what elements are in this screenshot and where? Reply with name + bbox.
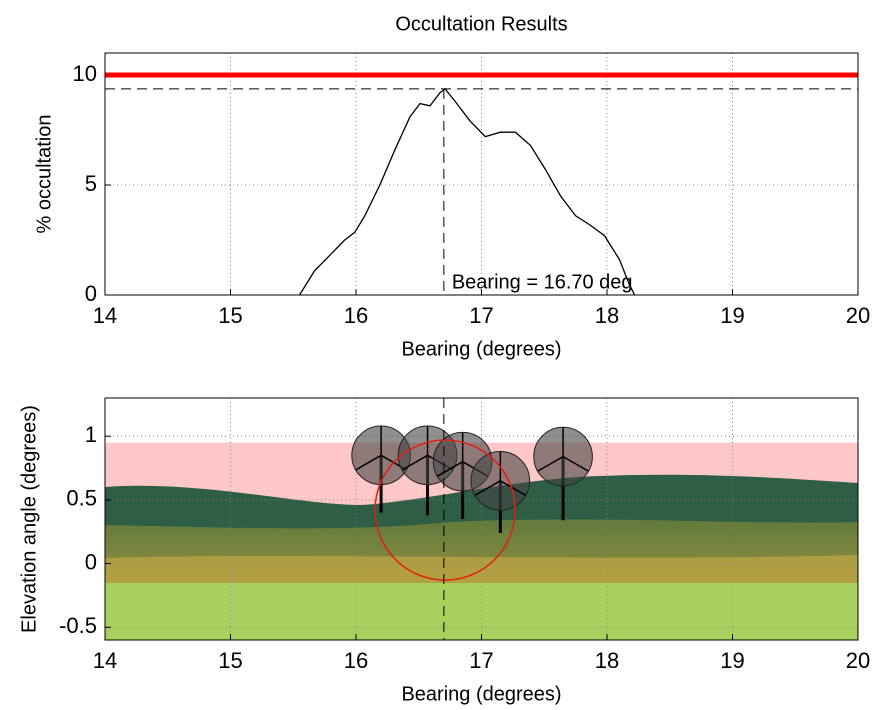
turbine-blade xyxy=(401,454,428,471)
chart-title: Occultation Results xyxy=(395,13,567,35)
x-tick-label: 15 xyxy=(218,648,242,673)
turbine-blade xyxy=(474,480,501,497)
foreground-layer: Occultation Results Bearing (degrees) % oc… xyxy=(18,13,870,705)
y-tick-label: 0.5 xyxy=(66,486,97,511)
y-tick-label: 10 xyxy=(73,61,97,86)
x-tick-label: 17 xyxy=(469,303,493,328)
y-tick-label: 5 xyxy=(85,171,97,196)
x-tick-label: 19 xyxy=(720,648,744,673)
turbine-blade xyxy=(562,455,589,472)
x-tick-label: 16 xyxy=(344,648,368,673)
x-tick-label: 16 xyxy=(344,303,368,328)
x-tick-label: 20 xyxy=(846,648,870,673)
data-line xyxy=(298,87,636,296)
y-tick-label: 0 xyxy=(85,281,97,306)
y-tick-label: 1 xyxy=(85,422,97,447)
x-tick-label: 14 xyxy=(93,648,117,673)
turbine-blade xyxy=(355,454,382,471)
turbine-blade xyxy=(537,455,564,472)
y-axis-label: % occultation xyxy=(33,115,55,234)
x-tick-label: 18 xyxy=(595,303,619,328)
x-axis-label: Bearing (degrees) xyxy=(401,338,561,360)
turbine-blade xyxy=(499,480,527,497)
y-axis-label: Elevation angle (degrees) xyxy=(18,405,40,633)
y-tick-label: 0 xyxy=(85,549,97,574)
foreground-field xyxy=(105,583,858,640)
x-tick-label: 14 xyxy=(93,303,117,328)
x-tick-label: 15 xyxy=(218,303,242,328)
terrain xyxy=(105,474,858,640)
view-circle xyxy=(374,439,516,581)
x-tick-label: 18 xyxy=(595,648,619,673)
x-tick-label: 17 xyxy=(469,648,493,673)
y-tick-label: -0.5 xyxy=(59,613,97,638)
bearing-annotation: Bearing = 16.70 deg xyxy=(452,271,633,293)
turbine-blade xyxy=(436,461,464,477)
axes-box xyxy=(104,397,859,641)
x-tick-label: 19 xyxy=(720,303,744,328)
axes-box xyxy=(104,52,859,296)
x-tick-label: 20 xyxy=(846,303,870,328)
x-axis-label: Bearing (degrees) xyxy=(401,683,561,705)
